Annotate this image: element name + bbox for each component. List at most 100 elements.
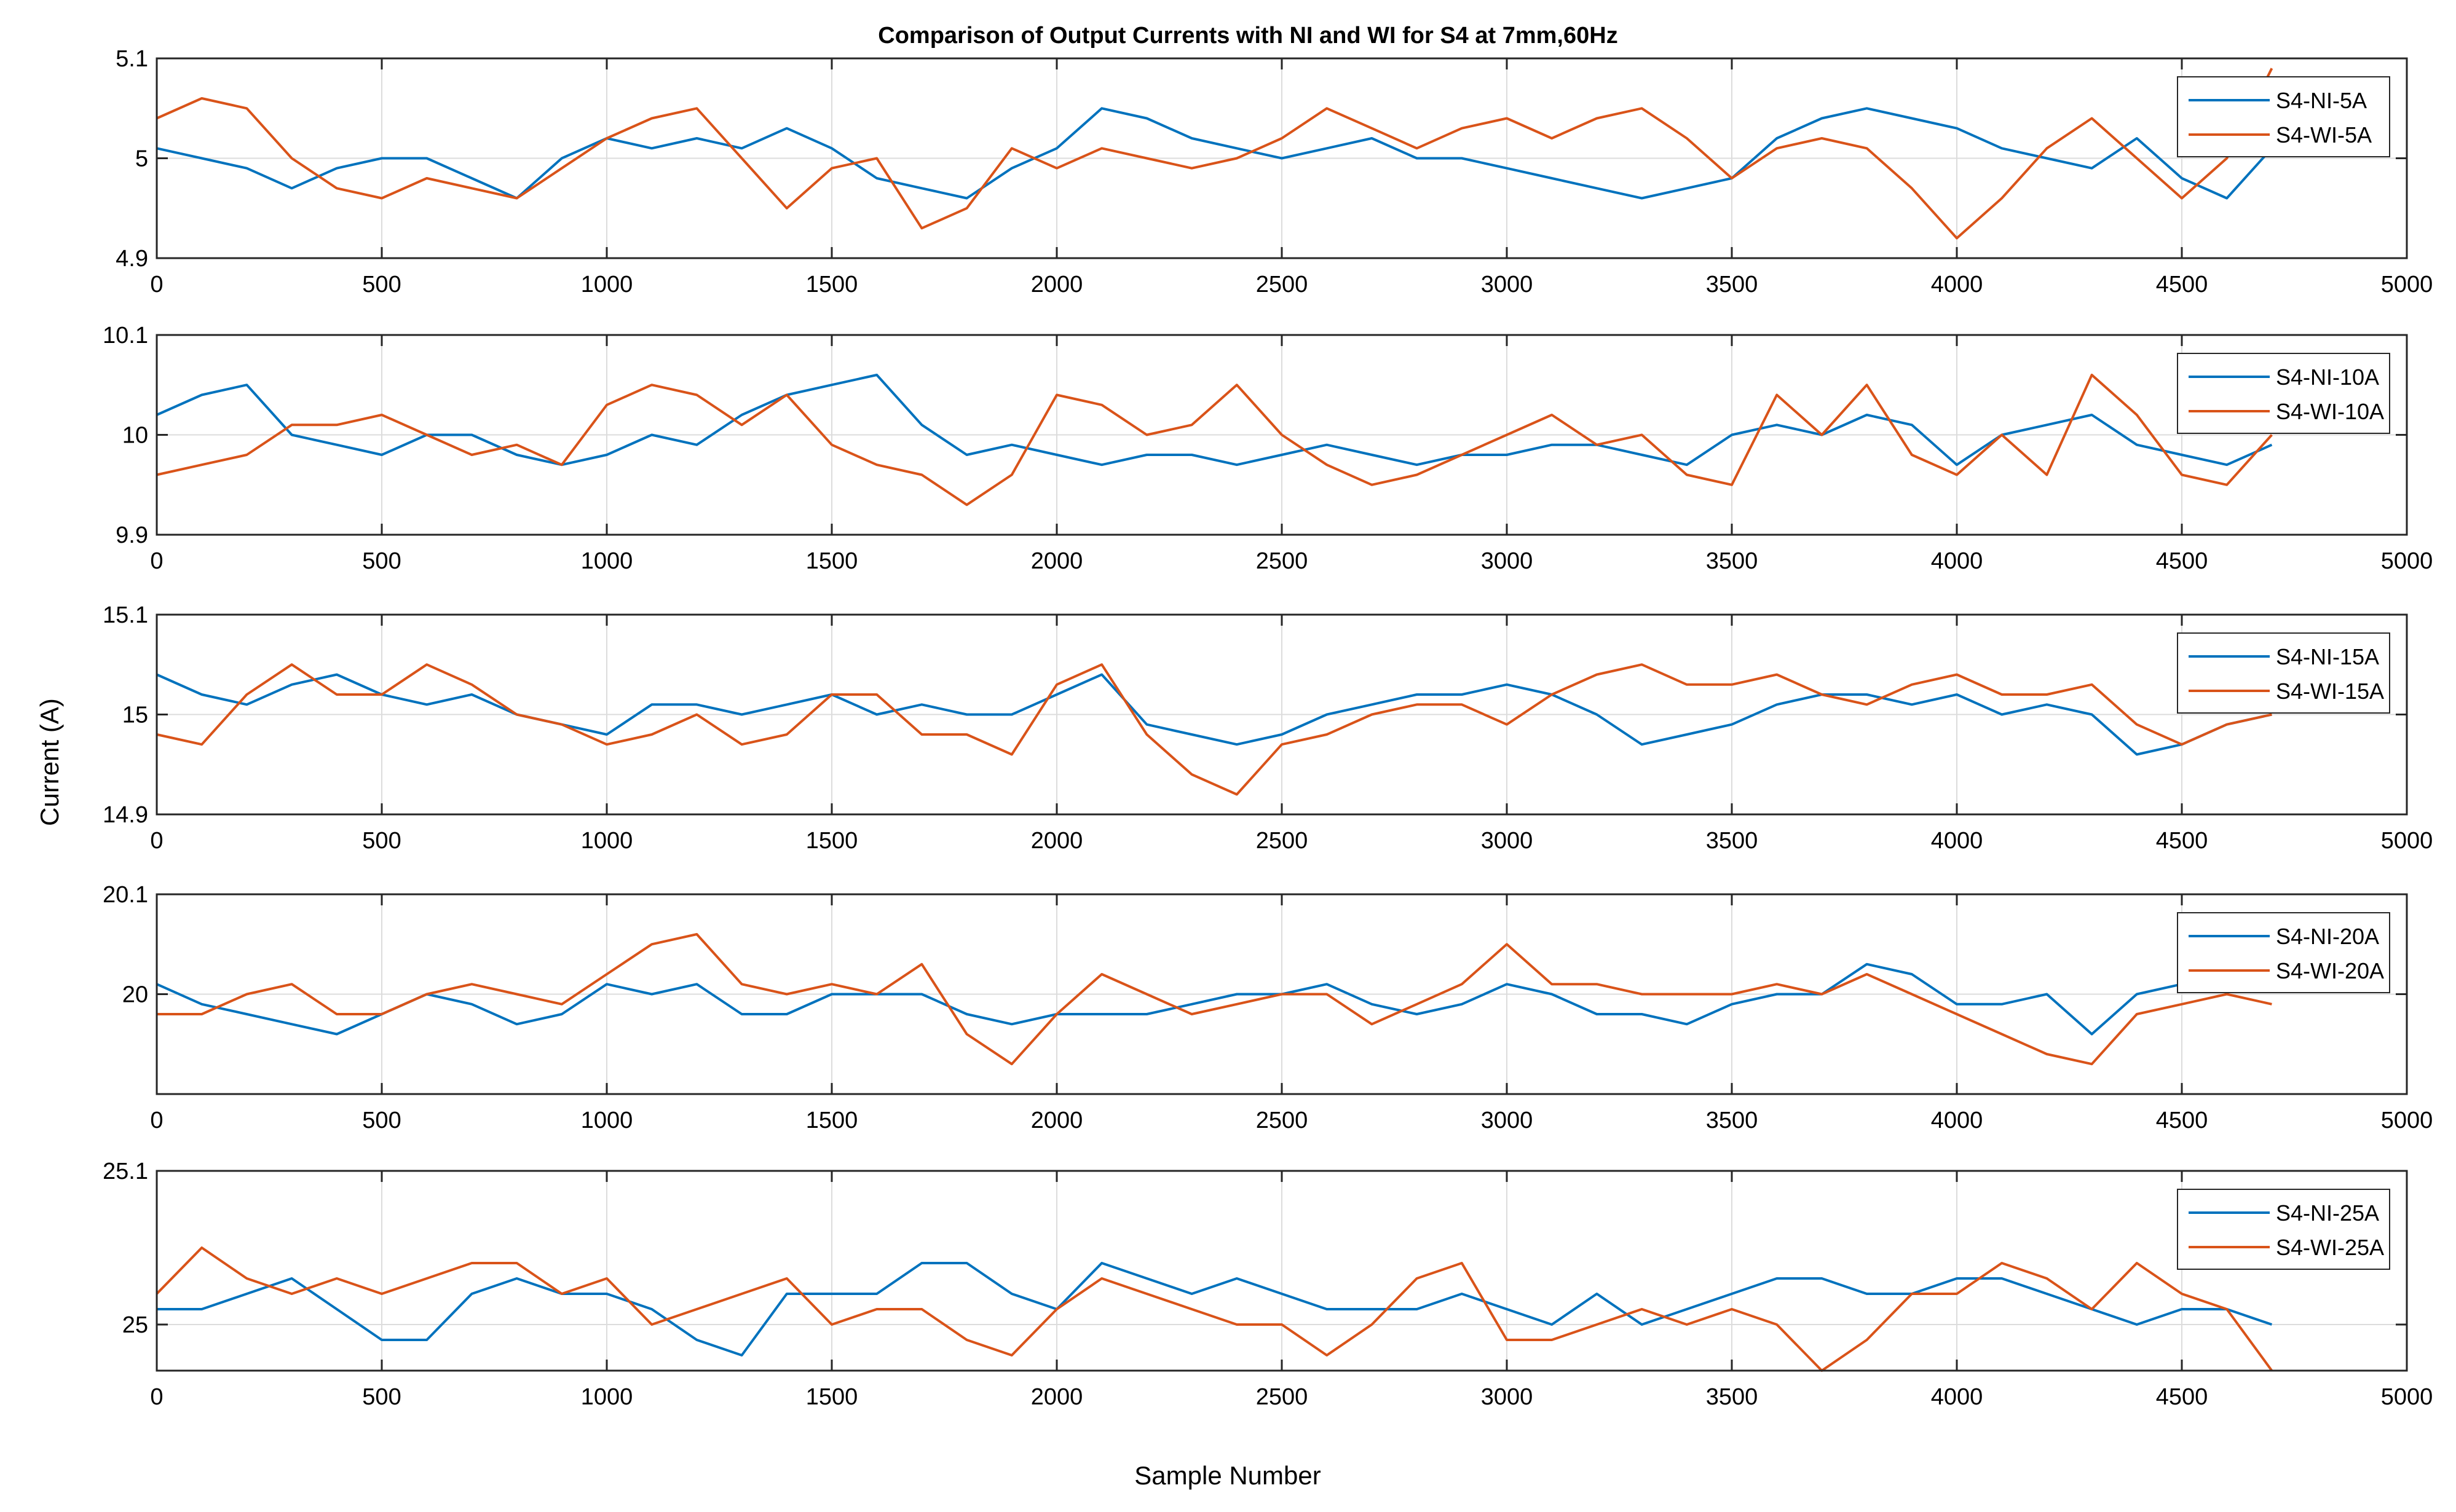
legend-label: S4-NI-10A <box>2276 364 2379 390</box>
legend: S4-NI-15A S4-WI-15A <box>2177 632 2390 714</box>
y-tick-label: 5 <box>135 146 148 172</box>
legend-label: S4-NI-25A <box>2276 1200 2379 1226</box>
x-tick-label: 2000 <box>1031 272 1083 297</box>
x-tick-label: 5000 <box>2381 548 2433 574</box>
x-tick-label: 1000 <box>581 828 633 854</box>
x-tick-label: 4000 <box>1931 272 1983 297</box>
y-tick-label: 25.1 <box>103 1159 148 1184</box>
legend: S4-NI-25A S4-WI-25A <box>2177 1189 2390 1270</box>
y-axis-label: Current (A) <box>35 698 64 826</box>
legend-label: S4-NI-15A <box>2276 644 2379 669</box>
x-tick-label: 4500 <box>2156 1108 2208 1133</box>
x-tick-label: 1000 <box>581 1384 633 1410</box>
x-tick-label: 3500 <box>1706 272 1758 297</box>
x-tick-label: 4500 <box>2156 1384 2208 1410</box>
series-line-wi <box>156 663 2272 796</box>
legend-label: S4-WI-15A <box>2276 679 2384 704</box>
legend: S4-NI-20A S4-WI-20A <box>2177 912 2390 993</box>
y-tick-label: 4.9 <box>116 246 148 272</box>
x-tick-label: 3000 <box>1481 1384 1533 1410</box>
subplot-group: 0 500 1000 1500 2000 2500 3000 3500 4000 4500 5000… <box>103 46 2433 1410</box>
legend: S4-NI-5A S4-WI-5A <box>2177 76 2390 157</box>
x-tick-label: 4000 <box>1931 548 1983 574</box>
x-tick-label: 1500 <box>806 1108 858 1133</box>
x-tick-label: 500 <box>362 272 401 297</box>
subplot-1: 0 500 1000 1500 2000 2500 3000 3500 4000 4500 5000… <box>116 46 2433 297</box>
x-tick-label: 2000 <box>1031 548 1083 574</box>
series-line-wi <box>156 68 2273 240</box>
x-tick-label: 4500 <box>2156 272 2208 297</box>
series-line-ni <box>156 107 2273 200</box>
x-tick-label: 1000 <box>581 548 633 574</box>
legend-box <box>2177 632 2390 714</box>
x-tick-label: 3000 <box>1481 548 1533 574</box>
y-tick-label: 10 <box>122 423 148 449</box>
x-tick-label: 0 <box>150 1384 163 1410</box>
series-line-ni <box>156 374 2273 467</box>
x-tick-label: 0 <box>150 1108 163 1133</box>
x-tick-label: 3500 <box>1706 1384 1758 1410</box>
legend-box <box>2177 1189 2390 1270</box>
x-tick-label: 2000 <box>1031 1108 1083 1133</box>
legend-box <box>2177 76 2390 157</box>
x-tick-label: 1500 <box>806 1384 858 1410</box>
x-tick-label: 3500 <box>1706 548 1758 574</box>
x-tick-label: 500 <box>362 828 401 854</box>
x-tick-label: 0 <box>150 548 163 574</box>
x-tick-label: 4000 <box>1931 1108 1983 1133</box>
legend-label: S4-WI-25A <box>2276 1235 2384 1260</box>
x-tick-label: 500 <box>362 1384 401 1410</box>
x-tick-label: 0 <box>150 828 163 854</box>
subplot-4: 0 500 1000 1500 2000 2500 3000 3500 4000 4500 5000… <box>103 882 2433 1133</box>
x-tick-label: 2500 <box>1256 548 1308 574</box>
x-tick-label: 5000 <box>2381 272 2433 297</box>
x-tick-label: 3000 <box>1481 272 1533 297</box>
x-tick-label: 5000 <box>2381 828 2433 854</box>
x-tick-label: 2500 <box>1256 828 1308 854</box>
subplot-3: 0 500 1000 1500 2000 2500 3000 3500 4000 4500 5000… <box>103 602 2433 854</box>
x-tick-label: 1500 <box>806 272 858 297</box>
figure-title: Comparison of Output Currents with NI an… <box>878 23 1617 49</box>
x-tick-label: 3000 <box>1481 828 1533 854</box>
series-line-ni <box>156 673 2272 756</box>
x-tick-label: 2500 <box>1256 272 1308 297</box>
y-tick-label: 20 <box>122 982 148 1008</box>
y-tick-label: 15.1 <box>103 602 148 628</box>
x-tick-label: 3500 <box>1706 1108 1758 1133</box>
x-tick-label: 1500 <box>806 828 858 854</box>
x-tick-label: 1000 <box>581 272 633 297</box>
series-line-wi <box>157 933 2272 1066</box>
x-tick-label: 5000 <box>2381 1384 2433 1410</box>
subplot-5: 0 500 1000 1500 2000 2500 3000 3500 4000 4500 5000… <box>103 1159 2433 1410</box>
x-tick-label: 4000 <box>1931 1384 1983 1410</box>
y-tick-label: 5.1 <box>116 46 148 72</box>
x-tick-label: 2000 <box>1031 1384 1083 1410</box>
x-tick-label: 500 <box>362 548 401 574</box>
series-line-ni <box>157 1262 2273 1356</box>
x-tick-label: 1500 <box>806 548 858 574</box>
x-tick-label: 4500 <box>2156 828 2208 854</box>
x-tick-label: 500 <box>362 1108 401 1133</box>
legend-label: S4-NI-5A <box>2276 88 2367 113</box>
legend-label: S4-WI-20A <box>2276 958 2384 983</box>
x-tick-label: 1000 <box>581 1108 633 1133</box>
x-tick-label: 2000 <box>1031 828 1083 854</box>
legend: S4-NI-10A S4-WI-10A <box>2177 353 2390 434</box>
legend-label: S4-NI-20A <box>2276 924 2379 949</box>
y-tick-label: 20.1 <box>103 882 148 908</box>
legend-label: S4-WI-5A <box>2276 122 2372 148</box>
series-line-ni <box>156 963 2272 1036</box>
series-line-wi <box>156 1246 2273 1372</box>
legend-box <box>2177 353 2390 434</box>
legend-label: S4-WI-10A <box>2276 399 2384 424</box>
y-tick-label: 15 <box>122 703 148 728</box>
legend-box <box>2177 912 2390 993</box>
x-tick-label: 4000 <box>1931 828 1983 854</box>
y-tick-label: 9.9 <box>116 522 148 548</box>
x-tick-label: 0 <box>150 272 163 297</box>
subplot-2: 0 500 1000 1500 2000 2500 3000 3500 4000 4500 5000… <box>103 323 2433 574</box>
x-tick-label: 2500 <box>1256 1108 1308 1133</box>
series-line-wi <box>156 374 2273 506</box>
x-tick-label: 2500 <box>1256 1384 1308 1410</box>
